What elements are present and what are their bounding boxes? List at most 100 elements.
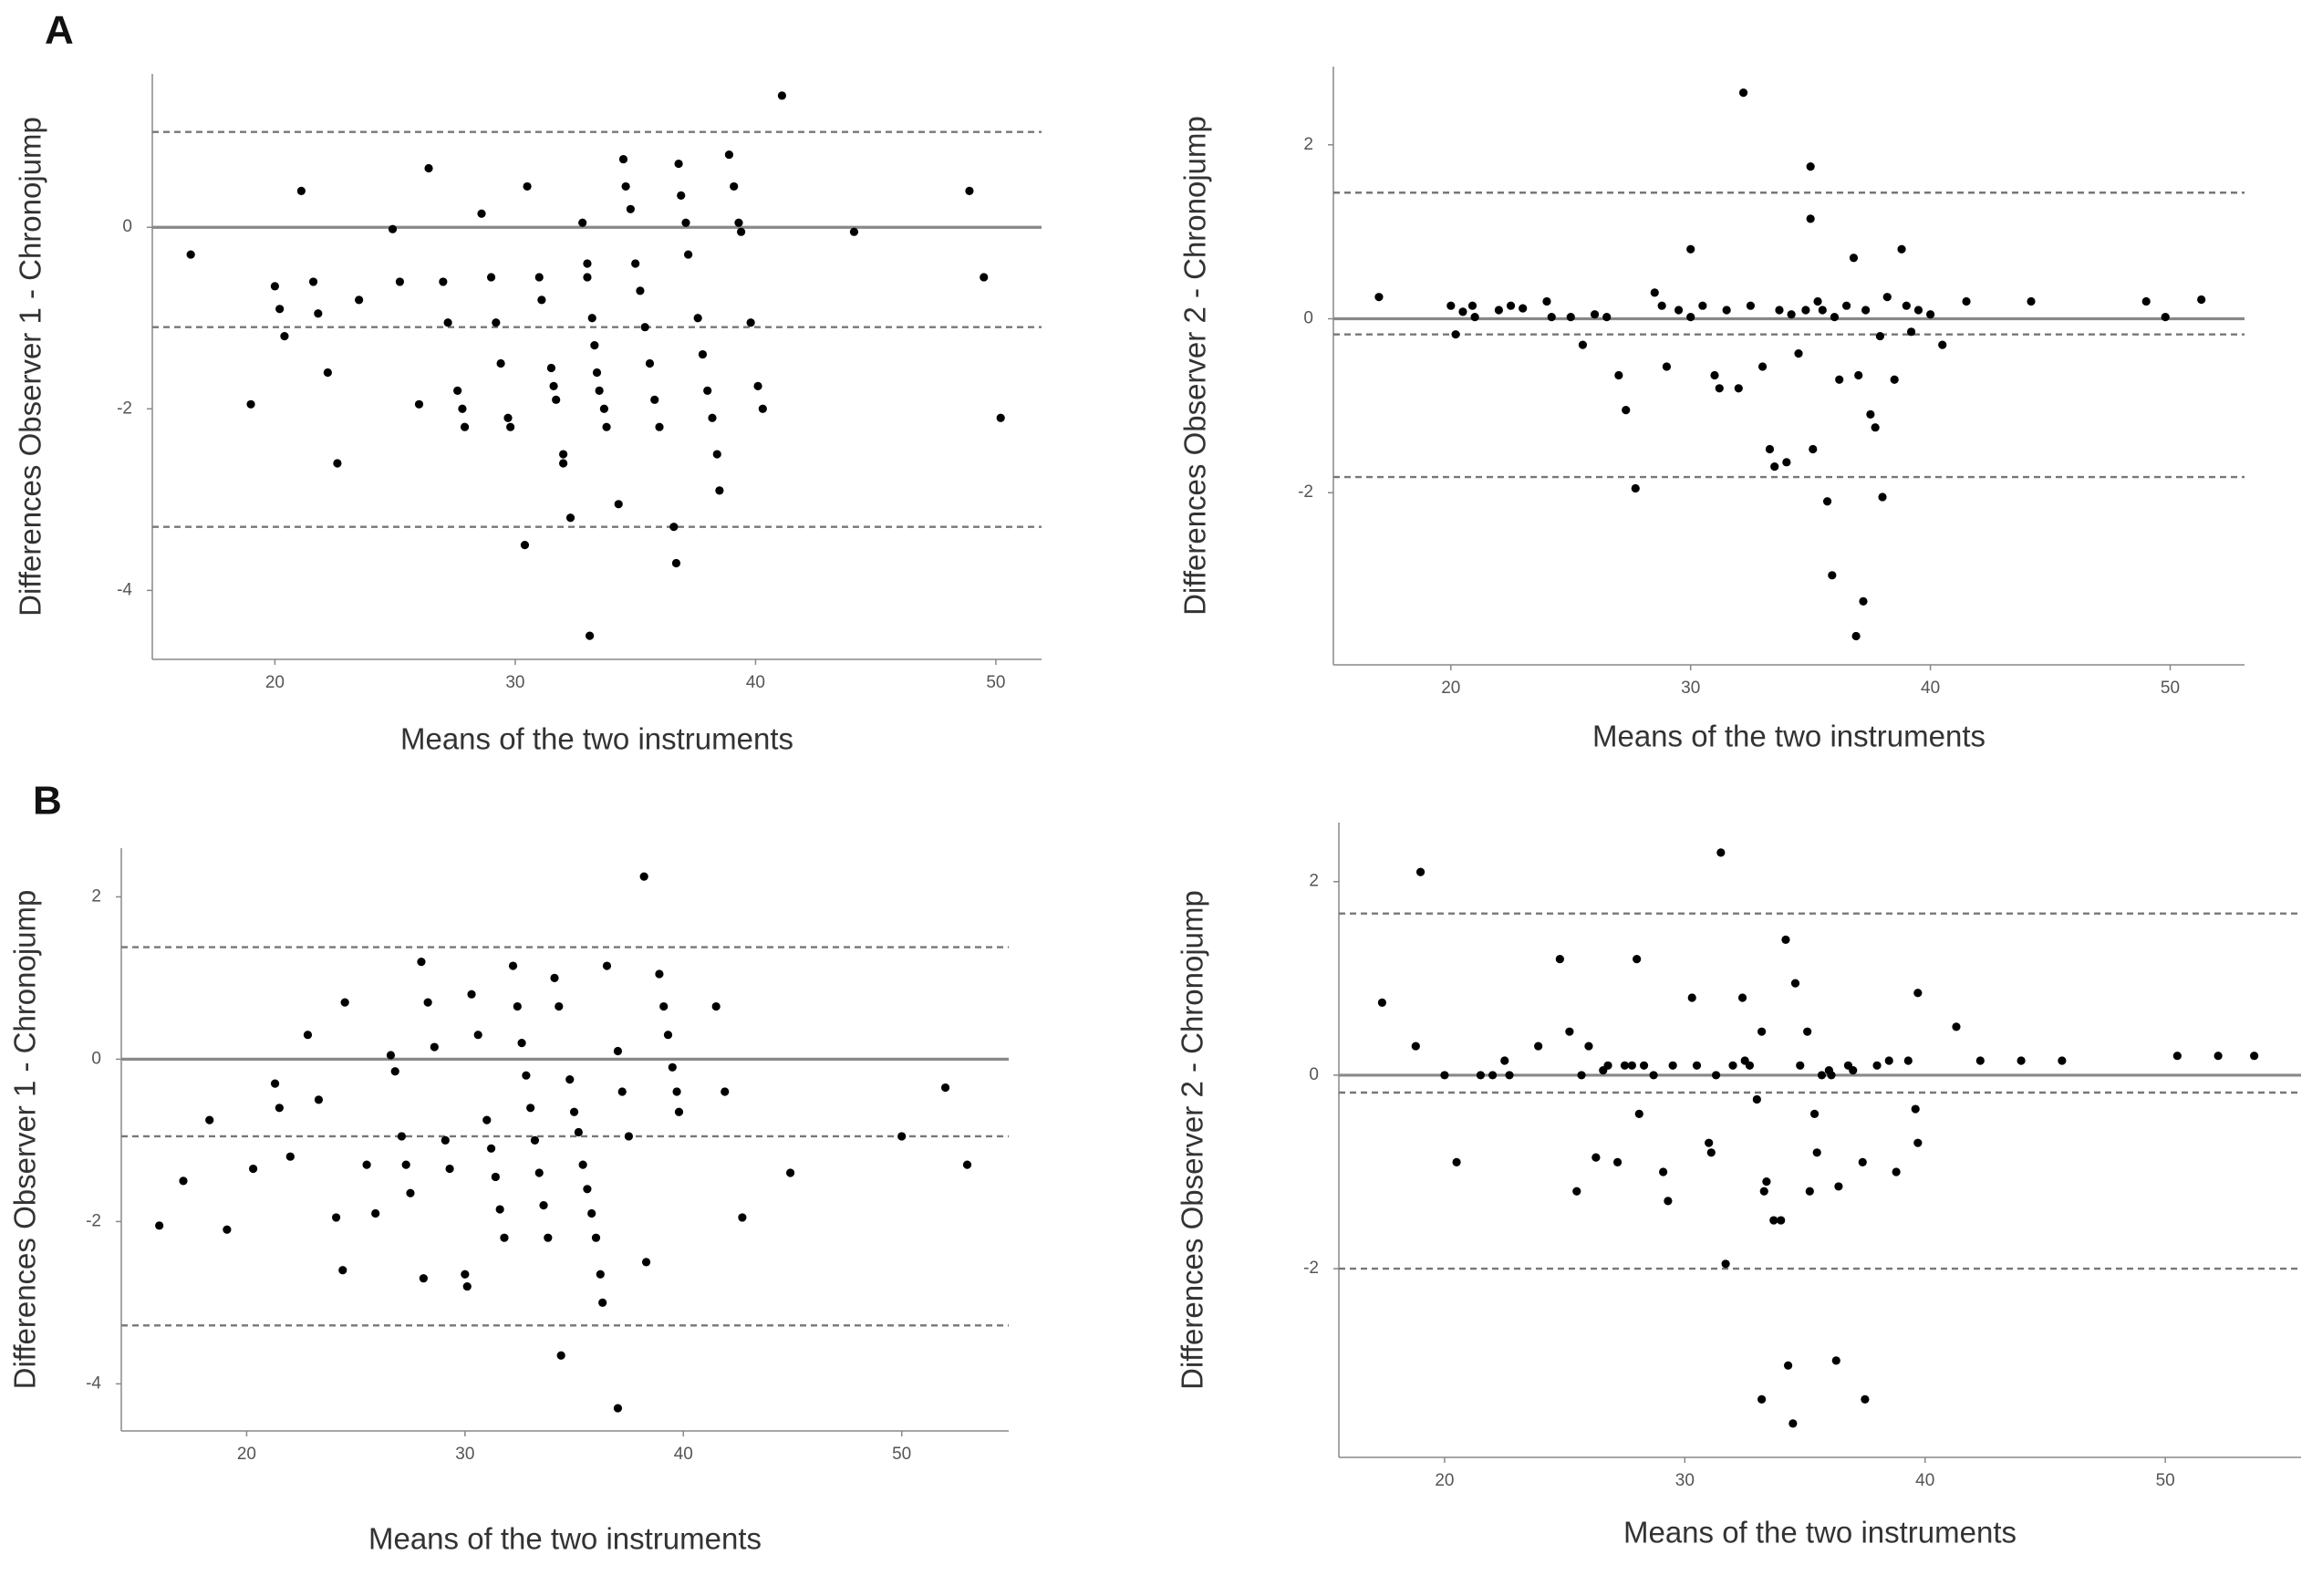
- point: [596, 1270, 605, 1279]
- point: [482, 1115, 492, 1124]
- point: [462, 1281, 472, 1291]
- point: [270, 1079, 280, 1088]
- point: [333, 459, 342, 468]
- point: [1938, 340, 1947, 349]
- point: [587, 314, 596, 323]
- point: [1715, 384, 1724, 393]
- point: [275, 1104, 284, 1113]
- point: [583, 1185, 592, 1194]
- y-axis-label: Differences Observer 2 - Chronojump: [1176, 890, 1209, 1390]
- point: [587, 1208, 596, 1218]
- x-tick-label: 30: [505, 673, 524, 692]
- y-tick-label: -2: [117, 399, 132, 418]
- point: [1765, 444, 1775, 454]
- point: [205, 1115, 214, 1124]
- point: [1866, 409, 1875, 419]
- x-tick-label: 50: [986, 673, 1005, 692]
- point: [962, 1160, 972, 1169]
- point: [640, 323, 649, 332]
- point: [1757, 362, 1768, 371]
- point: [639, 872, 648, 881]
- point: [712, 450, 721, 459]
- point: [1440, 1071, 1449, 1080]
- point: [641, 1258, 651, 1267]
- x-axis-label: Means of the two instruments: [1592, 720, 1985, 753]
- point: [1859, 596, 1868, 606]
- point: [1668, 1061, 1677, 1070]
- y-tick-label: -2: [1298, 482, 1313, 502]
- point: [1734, 384, 1743, 393]
- point: [1534, 1042, 1543, 1051]
- point: [500, 1233, 509, 1242]
- point: [737, 227, 746, 236]
- point: [523, 181, 532, 192]
- point: [1705, 1138, 1714, 1147]
- point: [534, 1168, 544, 1177]
- point: [552, 395, 561, 404]
- x-tick-label: 30: [455, 1445, 474, 1464]
- point: [672, 1087, 681, 1096]
- point: [508, 961, 518, 970]
- point: [636, 286, 645, 295]
- point: [550, 973, 559, 982]
- point: [439, 277, 448, 286]
- point: [1903, 1056, 1913, 1065]
- point: [314, 1095, 324, 1104]
- point: [1801, 306, 1810, 315]
- point: [1452, 1157, 1461, 1167]
- point: [338, 1266, 347, 1275]
- chart-panel: 20 30 40 50 -2 0 2 Means of the two instruments…: [1176, 823, 2301, 1549]
- point: [1783, 1361, 1793, 1370]
- point: [314, 309, 323, 318]
- point: [249, 1164, 258, 1174]
- point: [537, 295, 546, 305]
- point: [599, 404, 609, 413]
- y-tick-label: 2: [91, 886, 101, 906]
- point: [445, 1164, 454, 1174]
- point: [401, 1160, 410, 1169]
- point: [1875, 331, 1884, 341]
- point: [441, 1135, 450, 1145]
- point: [897, 1132, 907, 1141]
- point: [671, 558, 681, 568]
- point: [520, 540, 530, 550]
- point: [506, 422, 515, 431]
- point: [1841, 301, 1851, 310]
- point: [303, 1031, 313, 1040]
- point: [1657, 301, 1666, 310]
- point: [1805, 1187, 1814, 1196]
- point: [703, 386, 712, 395]
- point: [414, 399, 424, 409]
- point: [496, 358, 505, 368]
- point: [285, 1152, 295, 1161]
- point: [1794, 349, 1803, 358]
- point: [1728, 1061, 1737, 1070]
- point: [1913, 1138, 1923, 1147]
- point: [2027, 296, 2036, 306]
- point: [715, 486, 724, 495]
- point: [1415, 867, 1426, 876]
- point: [1612, 1157, 1623, 1167]
- point: [785, 1168, 795, 1177]
- point: [663, 1031, 673, 1040]
- point: [397, 1132, 407, 1141]
- point: [1488, 1071, 1498, 1080]
- point: [549, 381, 558, 390]
- point: [1858, 1157, 1867, 1167]
- point: [522, 1071, 531, 1080]
- point: [1834, 1182, 1843, 1191]
- y-tick-label: 0: [91, 1049, 101, 1068]
- point: [2161, 313, 2170, 322]
- point: [1759, 1187, 1768, 1196]
- point: [473, 1031, 482, 1040]
- point: [777, 91, 787, 100]
- y-tick-label: 2: [1309, 872, 1319, 891]
- point: [1716, 848, 1726, 857]
- point: [492, 318, 501, 327]
- point: [1913, 989, 1923, 998]
- chart-panel: 20 30 40 50 -2 0 2 Means of the two instruments…: [1178, 67, 2245, 753]
- point: [1614, 370, 1623, 380]
- point: [1633, 954, 1642, 964]
- point: [693, 314, 702, 323]
- point: [1902, 301, 1911, 310]
